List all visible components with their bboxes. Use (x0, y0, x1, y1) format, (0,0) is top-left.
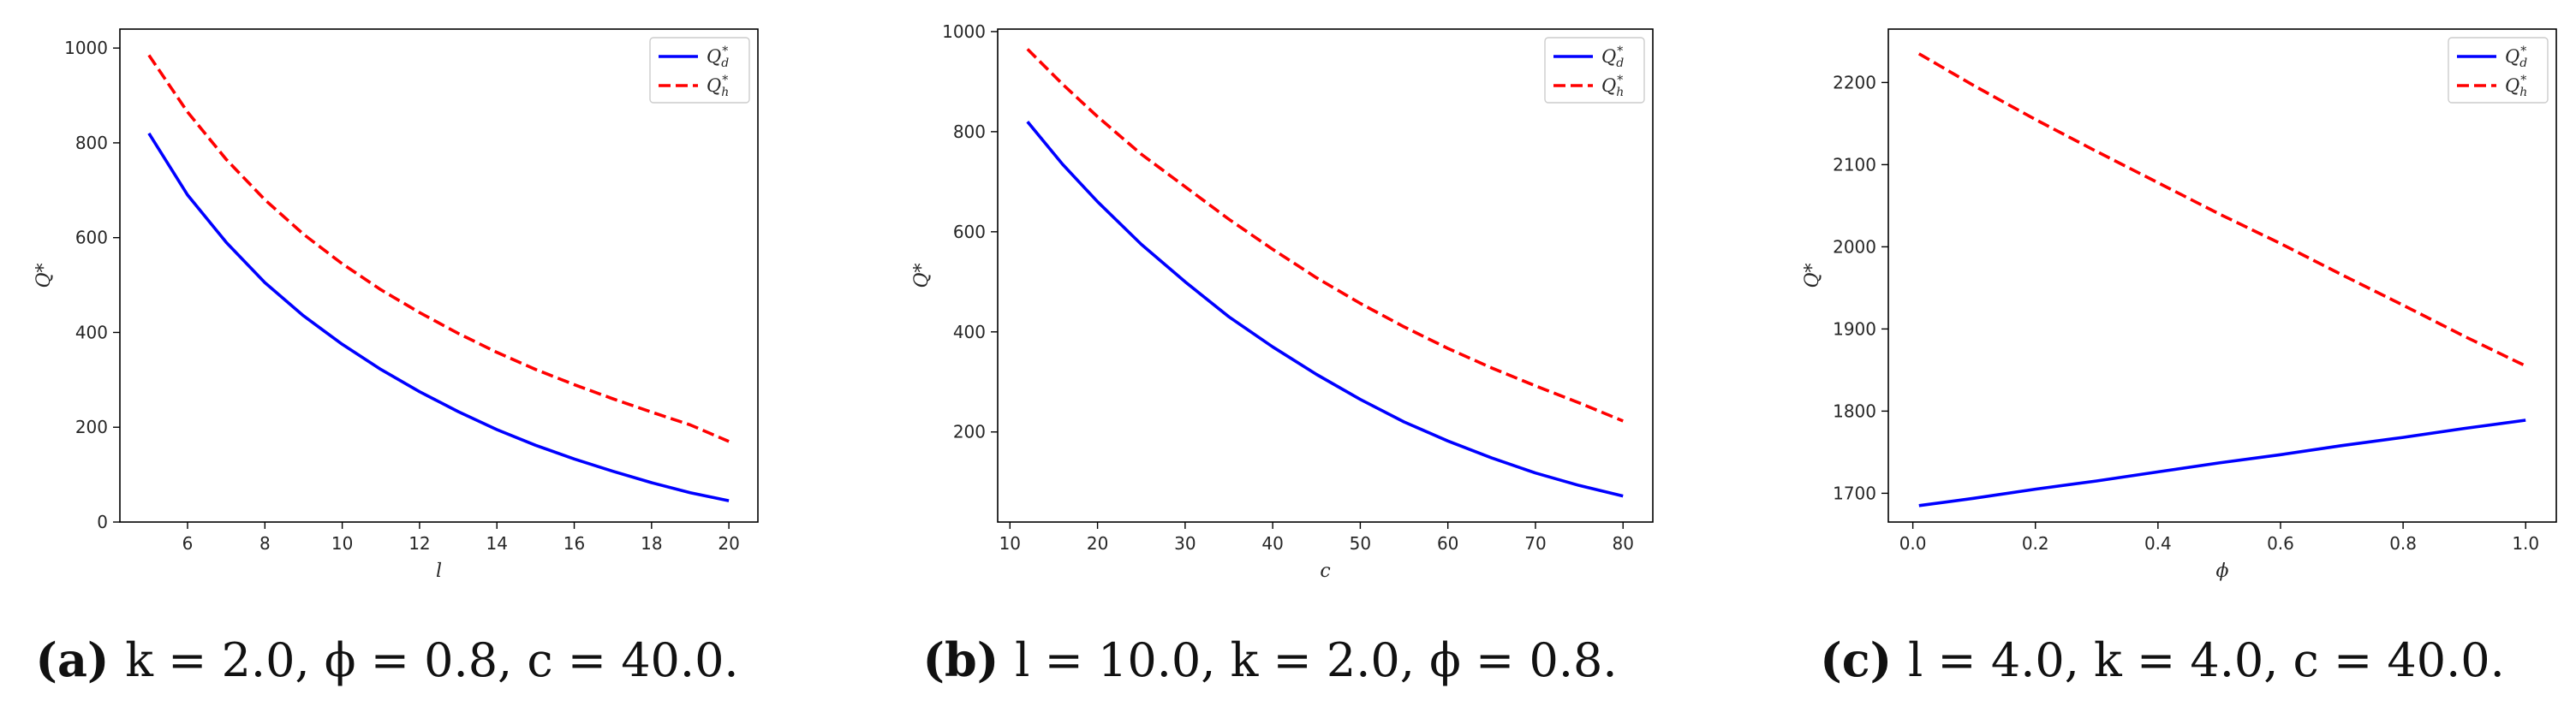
x-tick-label: 10 (331, 533, 353, 554)
x-tick-label: 0.2 (2022, 533, 2049, 554)
x-tick-label: 18 (641, 533, 662, 554)
y-tick-label: 1900 (1833, 318, 1876, 339)
y-tick-label: 1000 (942, 21, 986, 42)
x-tick-label: 50 (1350, 533, 1371, 554)
plot-frame (1887, 28, 2557, 523)
legend-entry-h: Qh* (1601, 74, 1624, 99)
x-tick-label: 20 (1087, 533, 1108, 554)
y-tick-label: 600 (75, 228, 108, 248)
x-tick-label: 0.6 (2267, 533, 2294, 554)
legend-entry-d: Qd* (1601, 45, 1624, 70)
x-tick-label: 12 (408, 533, 430, 554)
x-tick-label: 30 (1174, 533, 1196, 554)
series-line-h (147, 54, 730, 443)
caption-text: l = 10.0, k = 2.0, ϕ = 0.8. (1015, 633, 1617, 687)
x-tick-label: 16 (564, 533, 585, 554)
caption-letter: (c) (1820, 632, 1908, 687)
caption-b: (b) l = 10.0, k = 2.0, ϕ = 0.8. (922, 632, 1617, 687)
y-axis-label: Q* (911, 263, 933, 288)
x-tick-label: 0.8 (2389, 533, 2417, 554)
x-tick-label: 0.4 (2144, 533, 2172, 554)
series-line-d (147, 132, 730, 502)
y-tick-label: 2000 (1833, 236, 1876, 257)
chart-panel-a: 6 8 10 12 14 16 18 2002004006008001000lQ*Qd*Qh*… (33, 28, 759, 687)
y-tick-label: 200 (75, 417, 108, 437)
series-line-d (1918, 418, 2526, 507)
x-tick-label: 70 (1524, 533, 1546, 554)
legend-box (649, 37, 750, 104)
chart-panel-b: 10 20 30 40 50 60 70 80 200 400 600 800 1000 c Q* Qd* Qh… (911, 21, 1654, 687)
y-tick-label: 1700 (1833, 483, 1876, 503)
x-tick-label: 20 (718, 533, 739, 554)
x-axis-label: l (436, 561, 442, 582)
legend: Qd* Qh* (649, 37, 750, 104)
caption-text: l = 4.0, k = 4.0, c = 40.0. (1908, 633, 2505, 687)
x-tick-label: 8 (259, 533, 271, 554)
legend-box (2448, 37, 2549, 104)
legend-entry-d: Qd* (2505, 45, 2527, 70)
y-axis-label: Q* (33, 263, 55, 288)
y-tick-label: 800 (953, 122, 986, 142)
caption-text: k = 2.0, ϕ = 0.8, c = 40.0. (125, 633, 738, 687)
y-tick-label: 2100 (1833, 154, 1876, 175)
y-axis-label: Q* (1802, 263, 1823, 288)
y-tick-label: 200 (953, 422, 986, 442)
x-tick-label: 40 (1261, 533, 1283, 554)
x-tick-label: 6 (182, 533, 194, 554)
plot-frame (997, 28, 1654, 523)
x-tick-label: 14 (486, 533, 508, 554)
x-axis-label: c (1320, 561, 1330, 582)
plot-frame (119, 28, 759, 523)
caption-letter: (b) (922, 632, 1015, 687)
caption-letter: (a) (35, 632, 125, 687)
y-tick-label: 2200 (1833, 72, 1876, 92)
x-tick-label: 0.0 (1899, 533, 1927, 554)
y-tick-label: 1000 (64, 38, 108, 58)
legend: Qd* Qh* (1544, 37, 1645, 104)
legend-entry-h: Qh* (2505, 74, 2527, 99)
caption-a: (a) k = 2.0, ϕ = 0.8, c = 40.0. (35, 632, 738, 687)
series-line-h (1917, 52, 2526, 368)
legend-box (1544, 37, 1645, 104)
x-tick-label: 1.0 (2512, 533, 2539, 554)
legend-entry-h: Qh* (707, 74, 729, 99)
y-tick-label: 1800 (1833, 401, 1876, 421)
x-tick-label: 10 (999, 533, 1021, 554)
legend: Qd* Qh* (2448, 37, 2549, 104)
caption-c: (c) l = 4.0, k = 4.0, c = 40.0. (1820, 632, 2505, 687)
x-tick-label: 60 (1437, 533, 1458, 554)
y-tick-label: 0 (97, 512, 108, 532)
legend-entry-d: Qd* (707, 45, 729, 70)
y-tick-label: 800 (75, 133, 108, 153)
series-line-d (1026, 121, 1624, 498)
y-tick-label: 600 (953, 222, 986, 242)
x-tick-label: 80 (1613, 533, 1634, 554)
series-line-h (1026, 48, 1624, 423)
y-tick-label: 400 (75, 322, 108, 342)
chart-panel-c: 0.0 0.2 0.4 0.6 0.8 1.0 1700 1800 1900 2000 2100 22… (1802, 28, 2557, 687)
x-axis-label: ϕ (2216, 561, 2229, 582)
y-tick-label: 400 (953, 322, 986, 342)
